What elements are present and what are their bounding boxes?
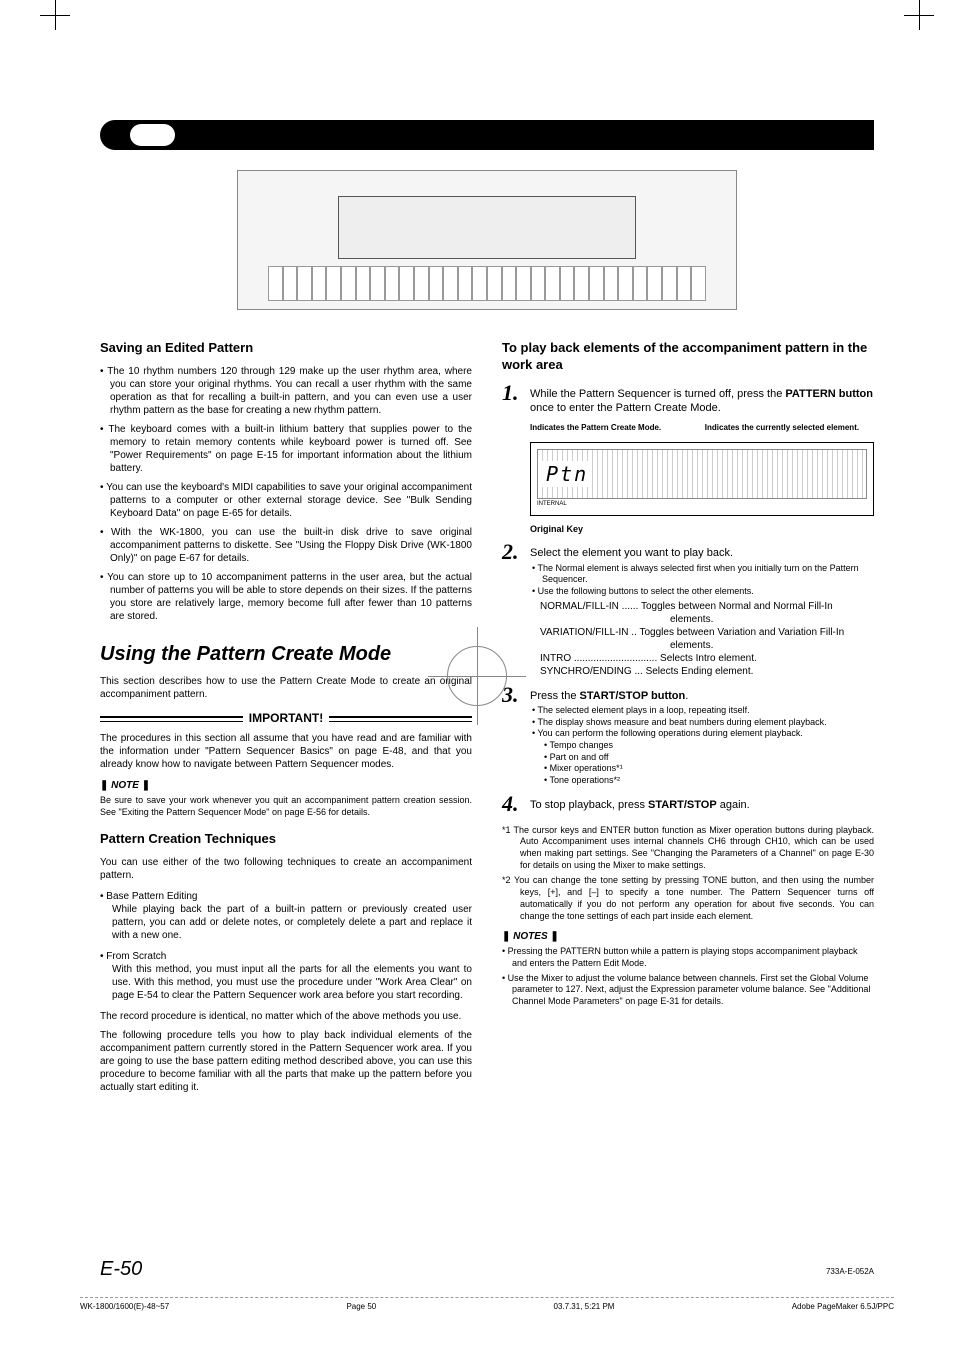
note-label: NOTE xyxy=(100,779,472,792)
list-item: The Normal element is always selected fi… xyxy=(532,563,874,586)
list-item: Part on and off xyxy=(544,752,874,764)
saving-bullets: The 10 rhythm numbers 120 through 129 ma… xyxy=(100,365,472,623)
step-bold: START/STOP xyxy=(648,799,717,811)
heading-using-pattern: Using the Pattern Create Mode xyxy=(100,641,472,667)
important-text: The procedures in this section all assum… xyxy=(100,732,472,771)
step-number: 4. xyxy=(502,793,522,815)
right-column: To play back elements of the accompanime… xyxy=(502,340,874,1100)
element-definitions: NORMAL/FILL-IN ...... Toggles between No… xyxy=(530,600,874,678)
step-text: While the Pattern Sequencer is turned of… xyxy=(530,388,785,400)
display-label-right: Indicates the currently selected element… xyxy=(705,423,859,433)
step-bold: START/STOP button xyxy=(580,690,686,702)
list-item: Mixer operations*¹ xyxy=(544,763,874,775)
intro-text: This section describes how to use the Pa… xyxy=(100,675,472,701)
list-item: You can store up to 10 accompaniment pat… xyxy=(100,571,472,623)
caption-original-key: Original Key xyxy=(530,524,874,536)
step-2: 2. Select the element you want to play b… xyxy=(502,541,874,677)
tech1-title: Base Pattern Editing xyxy=(106,891,197,902)
footnote-1: *1 The cursor keys and ENTER button func… xyxy=(502,825,874,872)
step-1: 1. While the Pattern Sequencer is turned… xyxy=(502,382,874,535)
step-text: To stop playback, press xyxy=(530,799,648,811)
list-item: The display shows measure and beat numbe… xyxy=(532,717,874,729)
step-number: 2. xyxy=(502,541,522,563)
display-label-left: Indicates the Pattern Create Mode. xyxy=(530,423,685,433)
page-number: E-50 xyxy=(100,1258,142,1281)
list-item: The 10 rhythm numbers 120 through 129 ma… xyxy=(100,365,472,417)
lcd-text: Ptn xyxy=(538,461,588,487)
step-bold: PATTERN button xyxy=(785,388,873,400)
footer-time: 03.7.31, 5:21 PM xyxy=(554,1302,615,1311)
footer-page: Page 50 xyxy=(346,1302,376,1311)
page-content: Saving an Edited Pattern The 10 rhythm n… xyxy=(0,0,954,1140)
technique-1: • Base Pattern Editing While playing bac… xyxy=(100,890,472,942)
list-item: Tempo changes xyxy=(544,740,874,752)
notes-label: NOTES xyxy=(502,930,874,943)
list-item: The selected element plays in a loop, re… xyxy=(532,705,874,717)
step-4: 4. To stop playback, press START/STOP ag… xyxy=(502,793,874,815)
heading-techniques: Pattern Creation Techniques xyxy=(100,831,472,848)
closing-1: The record procedure is identical, no ma… xyxy=(100,1010,472,1023)
list-item: With the WK-1800, you can use the built-… xyxy=(100,526,472,565)
list-item: Use the following buttons to select the … xyxy=(532,586,874,598)
footer-file: WK-1800/1600(E)-48~57 xyxy=(80,1302,169,1311)
closing-2: The following procedure tells you how to… xyxy=(100,1029,472,1094)
step-text: once to enter the Pattern Create Mode. xyxy=(530,402,721,414)
footnotes: *1 The cursor keys and ENTER button func… xyxy=(502,825,874,923)
registration-mark xyxy=(447,646,507,706)
heading-playback: To play back elements of the accompanime… xyxy=(502,340,874,374)
lcd-display: Ptn INTERNAL xyxy=(530,442,874,516)
step-number: 3. xyxy=(502,684,522,706)
tech1-body: While playing back the part of a built-i… xyxy=(100,903,472,942)
list-item: Pressing the PATTERN button while a patt… xyxy=(502,946,874,969)
step-3: 3. Press the START/STOP button. The sele… xyxy=(502,684,874,787)
list-item: Tone operations*² xyxy=(544,775,874,787)
step-text: again. xyxy=(717,799,750,811)
list-item: You can perform the following operations… xyxy=(532,728,874,740)
crop-mark xyxy=(40,0,70,30)
list-item: The keyboard comes with a built-in lithi… xyxy=(100,423,472,475)
list-item: Use the Mixer to adjust the volume balan… xyxy=(502,973,874,1008)
step-text: . xyxy=(685,690,688,702)
footnote-2: *2 You can change the tone setting by pr… xyxy=(502,875,874,922)
notes-list: Pressing the PATTERN button while a patt… xyxy=(502,946,874,1007)
step-number: 1. xyxy=(502,382,522,404)
technique-2: • From Scratch With this method, you mus… xyxy=(100,950,472,1002)
document-id: 733A-E-052A xyxy=(826,1267,874,1276)
step-text: Press the xyxy=(530,690,580,702)
keyboard-illustration xyxy=(237,170,737,310)
list-item: You can use the keyboard's MIDI capabili… xyxy=(100,481,472,520)
techniques-intro: You can use either of the two following … xyxy=(100,856,472,882)
note-text: Be sure to save your work whenever you q… xyxy=(100,795,472,818)
tech2-title: From Scratch xyxy=(106,951,166,962)
footer-app: Adobe PageMaker 6.5J/PPC xyxy=(792,1302,894,1311)
tech2-body: With this method, you must input all the… xyxy=(100,963,472,1002)
heading-saving: Saving an Edited Pattern xyxy=(100,340,472,357)
important-label: IMPORTANT! xyxy=(100,711,472,727)
crop-mark xyxy=(904,0,934,30)
header-bar xyxy=(100,120,874,150)
left-column: Saving an Edited Pattern The 10 rhythm n… xyxy=(100,340,472,1100)
step-text: Select the element you want to play back… xyxy=(530,547,733,559)
footer: WK-1800/1600(E)-48~57 Page 50 03.7.31, 5… xyxy=(80,1297,894,1311)
